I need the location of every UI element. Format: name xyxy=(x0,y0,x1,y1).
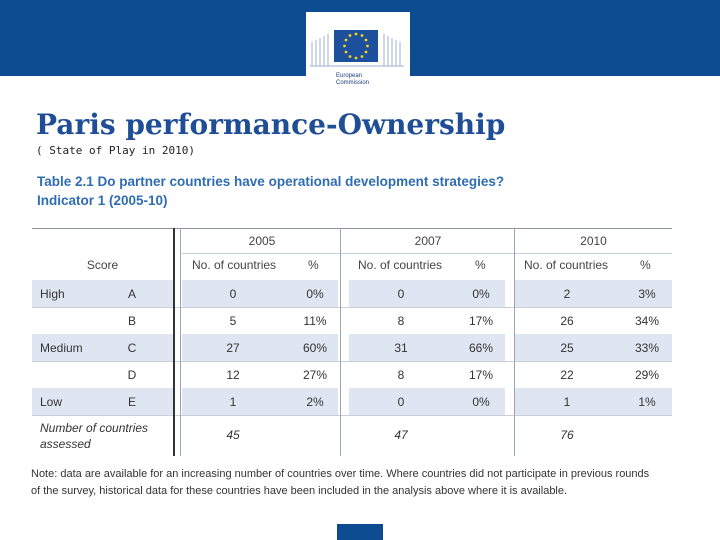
table-cell-c2007: 8 xyxy=(397,314,405,328)
count-header-2007: No. of countries xyxy=(358,258,443,272)
column-divider xyxy=(514,228,515,456)
table-cell-level: High xyxy=(40,287,65,301)
note-line1: Note: data are available for an increasi… xyxy=(31,468,650,480)
table-cell-p2007: 0% xyxy=(472,287,490,301)
year-header-2005: 2005 xyxy=(248,234,276,248)
table-caption-indicator: Indicator 1 (2005-10) xyxy=(37,193,168,208)
european-commission-logo: European Commission xyxy=(306,12,410,98)
slide-title: Paris performance-Ownership xyxy=(36,108,506,141)
row-band xyxy=(32,388,173,415)
total-label: Number of countries assessed xyxy=(40,420,148,452)
table-cell-c2005: 0 xyxy=(229,287,237,301)
table-cell-c2010: 22 xyxy=(560,368,574,382)
note-line2: of the survey, historical data for these… xyxy=(31,485,568,497)
table-top-rule xyxy=(32,228,672,229)
column-divider xyxy=(340,228,341,456)
table-cell-p2007: 17% xyxy=(468,314,494,328)
table-cell-p2005: 60% xyxy=(302,341,328,355)
row-band xyxy=(32,280,173,307)
column-divider xyxy=(173,228,175,456)
table-cell-grade: A xyxy=(127,287,136,301)
footer-tab xyxy=(337,524,383,540)
table-cell-grade: D xyxy=(127,368,137,382)
total-2007: 47 xyxy=(394,428,408,442)
table-cell-p2005: 2% xyxy=(306,395,324,409)
table-cell-c2007: 0 xyxy=(397,395,405,409)
row-band xyxy=(349,388,505,415)
table-cell-c2005: 5 xyxy=(229,314,237,328)
pct-header-2010: % xyxy=(640,258,651,272)
total-2005: 45 xyxy=(226,428,240,442)
table-cell-grade: E xyxy=(127,395,136,409)
table-cell-c2005: 1 xyxy=(229,395,237,409)
table-cell-grade: B xyxy=(127,314,136,328)
row-band xyxy=(32,334,173,361)
row-band xyxy=(515,388,672,415)
row-band xyxy=(349,334,505,361)
table-cell-p2005: 11% xyxy=(303,314,327,328)
table-cell-c2010: 26 xyxy=(560,314,574,328)
table-cell-c2007: 31 xyxy=(394,341,408,355)
table-cell-grade: C xyxy=(127,341,137,355)
row-divider xyxy=(32,307,672,308)
table-cell-c2007: 8 xyxy=(397,368,405,382)
table-cell-p2010: 29% xyxy=(634,368,660,382)
table-cell-c2005: 12 xyxy=(226,368,240,382)
table-caption: Table 2.1 Do partner countries have oper… xyxy=(37,172,504,210)
year-header-2010: 2010 xyxy=(580,234,607,248)
logo-text: European Commission xyxy=(336,73,369,87)
total-label-line1: Number of countries xyxy=(40,421,149,435)
column-divider xyxy=(180,228,181,456)
row-band xyxy=(182,388,338,415)
table-cell-c2010: 1 xyxy=(563,395,571,409)
table-cell-p2007: 66% xyxy=(468,341,494,355)
score-header: Score xyxy=(86,258,119,272)
table-cell-p2005: 0% xyxy=(306,287,324,301)
table-cell-p2010: 3% xyxy=(638,287,656,301)
table-cell-c2005: 27 xyxy=(226,341,240,355)
table-cell-p2010: 33% xyxy=(634,341,660,355)
pct-header-2005: % xyxy=(308,258,319,272)
table-note: Note: data are available for an increasi… xyxy=(31,466,691,500)
table-cell-p2007: 17% xyxy=(468,368,494,382)
count-header-2010: No. of countries xyxy=(524,258,609,272)
table-caption-title: Table 2.1 Do partner countries have oper… xyxy=(37,174,505,189)
total-label-line2: assessed xyxy=(40,437,91,451)
table-cell-level: Medium xyxy=(40,341,83,355)
table-cell-p2010: 1% xyxy=(638,395,656,409)
table-cell-c2010: 25 xyxy=(560,341,574,355)
table-cell-p2007: 0% xyxy=(472,395,490,409)
logo-line-commission: Commission xyxy=(336,80,370,86)
count-header-2005: No. of countries xyxy=(192,258,277,272)
row-band xyxy=(515,334,672,361)
logo-line-european: European xyxy=(336,73,363,79)
table-cell-p2005: 27% xyxy=(302,368,328,382)
row-band xyxy=(349,280,505,307)
year-header-2007: 2007 xyxy=(414,234,442,248)
row-band xyxy=(515,280,672,307)
row-band xyxy=(182,280,338,307)
ownership-table: 2005 2007 2010 Score No. of countries % … xyxy=(32,228,672,456)
table-cell-c2010: 2 xyxy=(563,287,571,301)
row-divider xyxy=(32,361,672,362)
pct-header-2007: % xyxy=(475,258,486,272)
table-cell-c2007: 0 xyxy=(397,287,405,301)
row-divider xyxy=(32,415,672,416)
table-cell-p2010: 34% xyxy=(634,314,660,328)
table-cell-level: Low xyxy=(40,395,63,409)
row-band xyxy=(182,334,338,361)
eu-flag-icon xyxy=(310,30,404,67)
year-rule xyxy=(182,253,672,254)
slide-subtitle: ( State of Play in 2010) xyxy=(36,144,195,157)
total-2010: 76 xyxy=(560,428,574,442)
